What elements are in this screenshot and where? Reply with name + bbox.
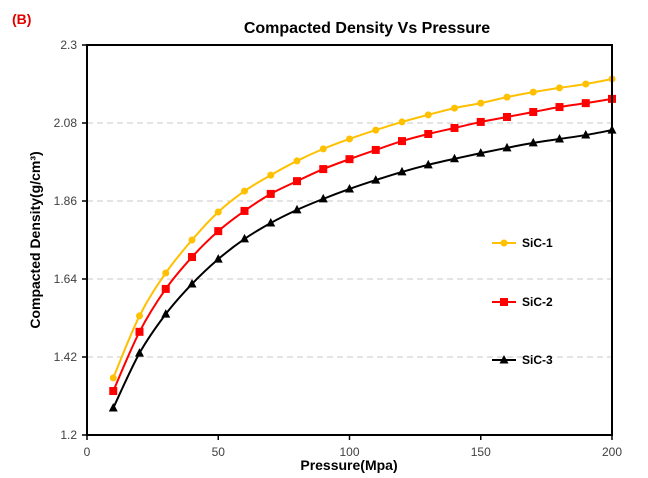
series-sic-3 (108, 125, 617, 412)
y-tick-label: 1.42 (54, 350, 78, 364)
data-point-sic-3 (555, 133, 564, 143)
data-point-sic-1 (188, 236, 196, 244)
data-point-sic-3 (292, 204, 302, 214)
data-point-sic-1 (477, 99, 485, 107)
data-point-sic-2 (135, 327, 144, 336)
data-point-sic-3 (187, 278, 197, 288)
plot-frame (86, 44, 613, 436)
data-point-sic-3 (450, 153, 459, 163)
data-point-sic-1 (582, 80, 590, 88)
y-tick-label: 2.3 (60, 38, 77, 52)
data-point-sic-3 (502, 142, 512, 152)
data-point-sic-2 (503, 112, 511, 121)
data-point-sic-2 (424, 129, 433, 138)
data-point-sic-1 (136, 312, 143, 320)
y-tick-label: 1.2 (60, 428, 77, 442)
x-tick-label: 150 (471, 445, 491, 459)
data-point-sic-2 (581, 99, 590, 108)
chart-title: Compacted Density Vs Pressure (244, 20, 490, 37)
x-tick-label: 0 (84, 445, 91, 459)
data-point-sic-2 (266, 189, 275, 198)
x-tick-label: 200 (602, 445, 622, 459)
data-point-sic-1 (293, 157, 301, 165)
data-point-sic-2 (188, 253, 196, 262)
legend-label-sic-2: SiC-2 (522, 295, 553, 309)
data-point-sic-1 (556, 84, 563, 92)
legend-label-sic-3: SiC-3 (522, 353, 553, 367)
data-point-sic-3 (528, 137, 538, 147)
data-point-sic-3 (345, 183, 354, 193)
data-point-sic-2 (319, 165, 328, 174)
data-point-sic-3 (476, 148, 486, 157)
data-point-sic-2 (293, 177, 301, 186)
data-point-sic-2 (371, 145, 380, 154)
data-point-sic-3 (266, 217, 276, 227)
legend-marker-sic-1 (500, 239, 508, 247)
x-tick-label: 50 (212, 445, 226, 459)
data-point-sic-2 (345, 155, 354, 164)
data-point-sic-3 (397, 166, 407, 176)
data-point-sic-2 (555, 103, 564, 112)
data-point-sic-3 (240, 233, 249, 243)
series-sic-1 (109, 75, 616, 382)
data-point-sic-2 (214, 227, 223, 236)
legend-marker-sic-3 (499, 355, 509, 364)
data-point-sic-1 (162, 269, 170, 277)
data-point-sic-2 (161, 284, 170, 293)
data-point-sic-3 (581, 130, 591, 139)
x-axis-label: Pressure(Mpa) (300, 457, 397, 473)
y-tick-label: 1.86 (54, 194, 78, 208)
data-point-sic-3 (371, 175, 381, 184)
data-point-sic-1 (372, 126, 380, 134)
data-point-sic-2 (450, 123, 459, 132)
data-point-sic-3 (213, 254, 223, 263)
data-point-sic-3 (135, 348, 144, 357)
data-point-sic-2 (398, 137, 406, 146)
data-point-sic-1 (241, 187, 248, 195)
data-point-sic-1 (319, 145, 327, 153)
data-point-sic-1 (529, 88, 537, 96)
legend-marker-sic-2 (500, 298, 508, 306)
series-line-sic-1 (112, 78, 613, 379)
data-point-sic-1 (424, 111, 432, 119)
data-point-sic-2 (109, 387, 118, 396)
x-tick-label: 100 (339, 445, 359, 459)
data-point-sic-3 (161, 309, 171, 318)
data-point-sic-2 (529, 108, 538, 117)
data-point-sic-3 (318, 193, 328, 203)
data-point-sic-2 (240, 206, 249, 215)
data-point-sic-1 (109, 374, 117, 382)
data-point-sic-1 (503, 93, 511, 101)
legend-label-sic-1: SiC-1 (522, 236, 553, 250)
data-point-sic-1 (214, 208, 222, 216)
y-tick-label: 2.08 (54, 116, 78, 130)
data-point-sic-3 (108, 403, 118, 412)
data-point-sic-3 (423, 159, 433, 169)
data-point-sic-1 (451, 104, 458, 112)
data-point-sic-1 (346, 135, 353, 143)
data-point-sic-1 (267, 171, 275, 179)
data-point-sic-1 (398, 118, 406, 126)
panel-label: (B) (12, 11, 31, 27)
data-point-sic-2 (476, 117, 485, 126)
y-tick-label: 1.64 (54, 272, 78, 286)
y-axis-label: Compacted Density(g/cm³) (27, 151, 43, 328)
